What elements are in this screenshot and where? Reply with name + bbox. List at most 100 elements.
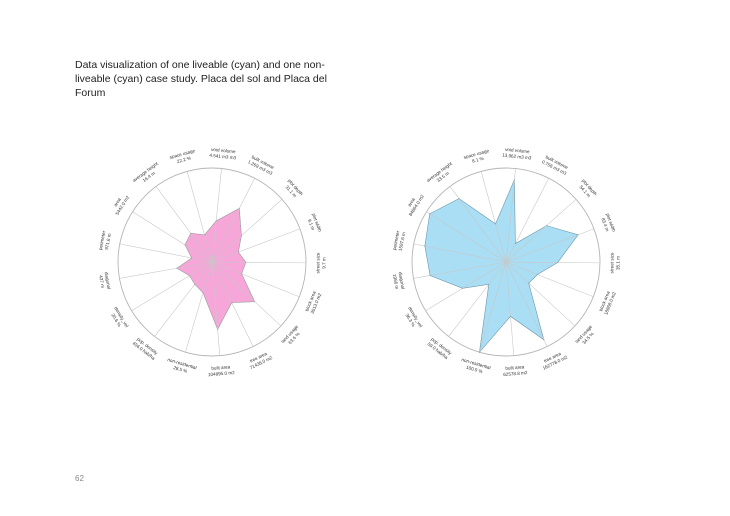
radar-axis-spoke	[425, 261, 507, 312]
radar-axis-value: 8.1 %	[472, 156, 485, 164]
radar-vertex	[238, 207, 240, 209]
radar-axis-name: void volume	[505, 147, 530, 154]
radar-outer-ring	[411, 167, 601, 357]
radar-axis-spoke	[211, 178, 255, 263]
radar-axis-name: diagonal	[104, 272, 112, 290]
radar-vertex	[546, 225, 548, 227]
radar-axis-value: 35.1 m	[615, 256, 620, 270]
radar-axis-value: 20.6 %	[110, 313, 122, 328]
radar-axis-spoke	[119, 243, 213, 263]
radar-axis-spoke	[480, 171, 507, 263]
radar-vertex	[204, 234, 206, 236]
radar-axis-value: 9.1 m	[307, 218, 316, 231]
radar-axis-value: 28.5 %	[173, 365, 188, 374]
radar-vertex	[514, 243, 516, 245]
radar-axis-value: 100.0 %	[466, 365, 484, 375]
radar-axis-spoke	[505, 261, 601, 264]
radar-axis-spoke	[131, 261, 213, 312]
radar-axis-spoke	[505, 261, 515, 356]
radar-axis-spoke	[185, 261, 213, 353]
radar-axis-name: street size	[315, 252, 320, 273]
radar-axis-name: area	[113, 197, 122, 208]
radar-axis-spoke	[479, 261, 507, 353]
radar-axis-label: street size 35.1 m	[609, 252, 620, 273]
radar-vertex	[215, 220, 217, 222]
radar-vertex	[510, 315, 512, 317]
page-title: Data visualization of one liveable (cyan…	[75, 59, 327, 99]
radar-axis-spoke	[449, 186, 507, 263]
radar-axis-value: 104895.0 m2	[208, 370, 236, 377]
radar-axis-name: diagonal	[398, 272, 406, 290]
radar-axis-spoke	[154, 261, 213, 337]
radar-vertex	[189, 275, 190, 277]
radar-axis-spoke	[505, 261, 548, 347]
radar-axis-value: 1956 m	[392, 274, 400, 290]
radar-axis-value: 62578.8 m2	[503, 370, 528, 377]
radar-axis-spoke	[448, 261, 507, 337]
radar-vertex	[231, 302, 233, 304]
radar-axis-value: 36.3 %	[404, 313, 416, 328]
radar-axis-name: built area	[505, 364, 525, 371]
radar-polygon	[424, 179, 579, 354]
radar-axis-name: area	[407, 197, 416, 208]
radar-axis-spoke	[505, 168, 516, 263]
radar-axis-value: 13.962 m3 m3	[502, 153, 532, 161]
radar-axis-name: perimeter	[98, 230, 107, 250]
radar-vertex	[528, 282, 530, 284]
radar-vertex	[478, 351, 480, 353]
radar-vertex	[194, 283, 196, 285]
radar-axis-value: 971.6 m	[104, 233, 112, 250]
radar-vertex	[424, 245, 426, 247]
radar-vertex	[462, 287, 464, 289]
radar-vertex	[240, 235, 242, 237]
radar-vertex	[543, 339, 545, 341]
radar-axis-name: void volume	[211, 147, 236, 154]
radar-vertex	[557, 261, 559, 263]
radar-vertex	[458, 198, 460, 200]
radar-axis-spoke	[211, 261, 282, 327]
radar-axis-value: 9.7 m	[321, 257, 326, 269]
radar-axis-spoke	[186, 171, 213, 263]
radar-vertex	[202, 292, 204, 294]
radar-axis-spoke	[505, 261, 594, 298]
radar-vertex	[217, 328, 219, 330]
radar-vertex	[495, 223, 497, 225]
radar-axis-value: 4.541 m3 m3	[209, 153, 237, 161]
radar-vertex	[429, 274, 431, 276]
radar-axis-name: perimeter	[392, 230, 401, 250]
radar-axis-spoke	[413, 261, 507, 279]
radar-axis-spoke	[211, 261, 307, 264]
radar-axis-spoke	[505, 178, 549, 263]
radar-vertex	[254, 301, 256, 303]
page-number: 62	[75, 474, 84, 483]
radar-axis-spoke	[505, 261, 576, 327]
radar-vertex	[176, 267, 178, 269]
radar-vertex	[184, 244, 186, 246]
radar-axis-spoke	[505, 228, 595, 263]
